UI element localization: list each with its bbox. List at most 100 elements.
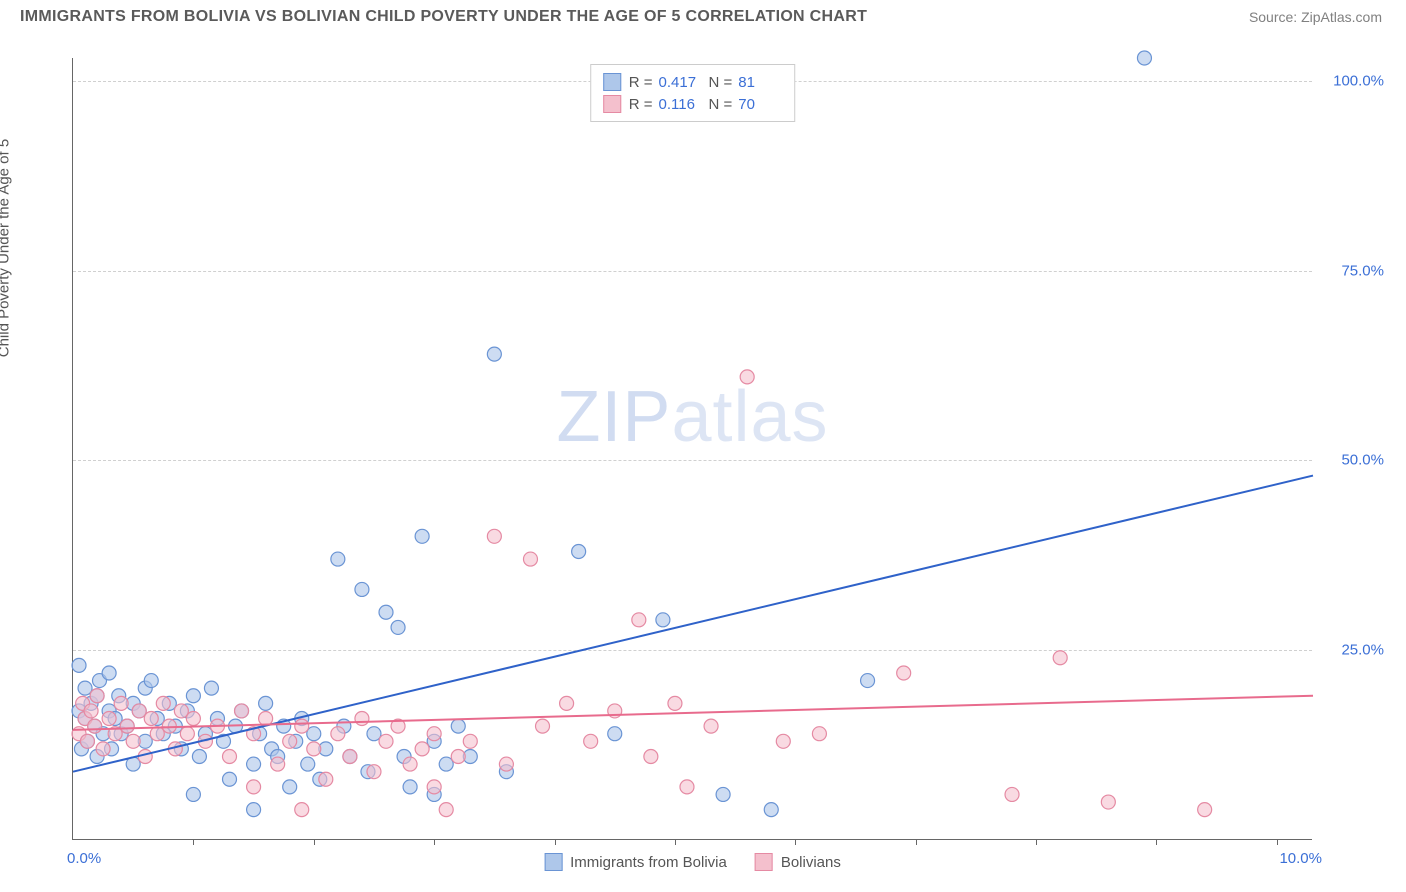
scatter-point-bolivians — [271, 757, 285, 771]
legend-r-label: R = — [629, 96, 653, 113]
scatter-point-bolivians — [90, 689, 104, 703]
scatter-point-immigrants — [72, 658, 86, 672]
legend-r-value-bolivians: 0.116 — [659, 96, 703, 113]
legend-n-value-immigrants: 81 — [738, 74, 782, 91]
scatter-point-bolivians — [150, 727, 164, 741]
scatter-point-bolivians — [331, 727, 345, 741]
x-tick — [916, 839, 917, 845]
scatter-point-bolivians — [487, 529, 501, 543]
scatter-point-bolivians — [307, 742, 321, 756]
scatter-point-immigrants — [1137, 51, 1151, 65]
scatter-point-bolivians — [343, 749, 357, 763]
legend-item-bolivians: Bolivians — [755, 853, 841, 871]
scatter-point-immigrants — [367, 727, 381, 741]
scatter-point-bolivians — [704, 719, 718, 733]
legend-swatch-bolivians — [755, 853, 773, 871]
scatter-point-bolivians — [259, 712, 273, 726]
source-prefix: Source: — [1249, 9, 1301, 25]
scatter-svg — [73, 58, 1312, 839]
scatter-point-bolivians — [403, 757, 417, 771]
scatter-point-bolivians — [499, 757, 513, 771]
scatter-point-bolivians — [1198, 803, 1212, 817]
scatter-point-bolivians — [776, 734, 790, 748]
scatter-point-bolivians — [247, 780, 261, 794]
page-title: IMMIGRANTS FROM BOLIVIA VS BOLIVIAN CHIL… — [20, 8, 867, 26]
scatter-point-immigrants — [716, 787, 730, 801]
scatter-point-immigrants — [223, 772, 237, 786]
legend-stat-row-bolivians: R = 0.116 N = 70 — [603, 93, 783, 115]
x-axis-min-label: 0.0% — [67, 850, 101, 867]
scatter-point-bolivians — [1053, 651, 1067, 665]
scatter-point-bolivians — [897, 666, 911, 680]
scatter-point-immigrants — [301, 757, 315, 771]
scatter-point-immigrants — [331, 552, 345, 566]
scatter-point-bolivians — [283, 734, 297, 748]
legend-swatch-immigrants — [603, 73, 621, 91]
scatter-point-bolivians — [223, 749, 237, 763]
scatter-point-bolivians — [355, 712, 369, 726]
scatter-point-bolivians — [668, 696, 682, 710]
scatter-point-bolivians — [379, 734, 393, 748]
scatter-point-bolivians — [80, 734, 94, 748]
scatter-point-immigrants — [102, 666, 116, 680]
legend-stat-row-immigrants: R = 0.417 N = 81 — [603, 71, 783, 93]
legend-n-label: N = — [709, 96, 733, 113]
scatter-point-bolivians — [84, 704, 98, 718]
plot-area: ZIPatlas 25.0%50.0%75.0%100.0% R =0.417N… — [72, 58, 1312, 840]
scatter-point-bolivians — [319, 772, 333, 786]
scatter-point-bolivians — [740, 370, 754, 384]
scatter-point-bolivians — [584, 734, 598, 748]
scatter-point-immigrants — [391, 620, 405, 634]
scatter-point-immigrants — [656, 613, 670, 627]
y-axis-label: Child Poverty Under the Age of 5 — [0, 139, 13, 357]
x-tick — [1156, 839, 1157, 845]
scatter-point-immigrants — [355, 582, 369, 596]
scatter-point-immigrants — [451, 719, 465, 733]
trend-line-immigrants — [73, 476, 1313, 772]
source-attribution: Source: ZipAtlas.com — [1249, 9, 1382, 25]
scatter-point-bolivians — [812, 727, 826, 741]
scatter-point-immigrants — [608, 727, 622, 741]
x-axis-max-label: 10.0% — [1279, 850, 1322, 867]
scatter-point-bolivians — [463, 734, 477, 748]
scatter-point-bolivians — [144, 712, 158, 726]
scatter-point-immigrants — [192, 749, 206, 763]
legend-n-value-bolivians: 70 — [738, 96, 782, 113]
legend-n-label: N = — [709, 74, 733, 91]
legend-label-bolivians: Bolivians — [781, 854, 841, 871]
legend-swatch-bolivians — [603, 95, 621, 113]
scatter-point-immigrants — [764, 803, 778, 817]
legend-series: Immigrants from Bolivia Bolivians — [544, 853, 841, 871]
scatter-point-immigrants — [144, 674, 158, 688]
scatter-point-immigrants — [307, 727, 321, 741]
scatter-point-bolivians — [295, 803, 309, 817]
scatter-point-bolivians — [536, 719, 550, 733]
legend-item-immigrants: Immigrants from Bolivia — [544, 853, 727, 871]
scatter-point-immigrants — [439, 757, 453, 771]
scatter-point-bolivians — [439, 803, 453, 817]
scatter-point-bolivians — [427, 727, 441, 741]
legend-swatch-immigrants — [544, 853, 562, 871]
scatter-point-bolivians — [162, 719, 176, 733]
correlation-chart: Child Poverty Under the Age of 5 ZIPatla… — [44, 58, 1384, 858]
scatter-point-bolivians — [295, 719, 309, 733]
x-tick — [555, 839, 556, 845]
scatter-point-immigrants — [247, 757, 261, 771]
y-tick-label: 100.0% — [1333, 72, 1384, 89]
scatter-point-immigrants — [259, 696, 273, 710]
scatter-point-immigrants — [572, 544, 586, 558]
scatter-point-bolivians — [120, 719, 134, 733]
y-tick-label: 50.0% — [1341, 452, 1384, 469]
legend-r-label: R = — [629, 74, 653, 91]
legend-r-value-immigrants: 0.417 — [659, 74, 703, 91]
scatter-point-bolivians — [156, 696, 170, 710]
scatter-point-immigrants — [247, 803, 261, 817]
legend-stats: R = 0.417 N = 81 R = 0.116 N = 70 — [590, 64, 796, 122]
scatter-point-immigrants — [403, 780, 417, 794]
source-name: ZipAtlas.com — [1301, 9, 1382, 25]
x-tick — [675, 839, 676, 845]
scatter-point-immigrants — [186, 787, 200, 801]
x-tick — [795, 839, 796, 845]
y-tick-label: 75.0% — [1341, 262, 1384, 279]
scatter-point-immigrants — [379, 605, 393, 619]
